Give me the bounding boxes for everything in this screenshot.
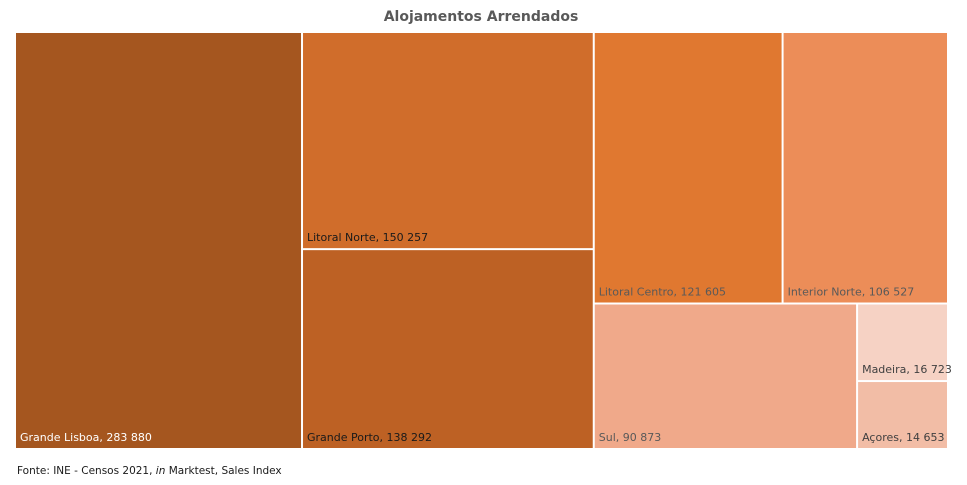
tile (303, 250, 593, 448)
tile-value: 106 527 (869, 286, 915, 299)
tile-label: Açores, 14 653 (862, 431, 944, 444)
tile-category: Açores (862, 431, 899, 444)
tile-value: 90 873 (623, 431, 662, 444)
tile-value: 121 605 (681, 286, 727, 299)
tile-separator: , (616, 431, 623, 444)
tile-value: 138 292 (387, 431, 433, 444)
tile-category: Grande Porto (307, 431, 380, 444)
tile-label: Madeira, 16 723 (862, 363, 952, 376)
tile (594, 33, 782, 303)
tile-label: Grande Lisboa, 283 880 (20, 431, 152, 444)
tile-separator: , (862, 286, 869, 299)
tile-value: 16 723 (913, 363, 952, 376)
tile (594, 304, 857, 448)
tile-separator: , (906, 363, 913, 376)
tile-label: Litoral Centro, 121 605 (599, 286, 726, 299)
tile-category: Litoral Centro (599, 286, 674, 299)
tile-value: 150 257 (383, 231, 429, 244)
tile-separator: , (99, 431, 106, 444)
tile-category: Madeira (862, 363, 906, 376)
tile-category: Litoral Norte (307, 231, 376, 244)
source: Fonte: INE - Censos 2021, in Marktest, S… (17, 465, 282, 477)
source-italic: in (156, 465, 166, 477)
tile-separator: , (674, 286, 681, 299)
tile (16, 33, 302, 448)
tile-label: Grande Porto, 138 292 (307, 431, 432, 444)
tile (858, 382, 947, 448)
tile-value: 14 653 (906, 431, 945, 444)
tile-value: 283 880 (106, 431, 152, 444)
tile-label: Sul, 90 873 (599, 431, 662, 444)
tile (858, 304, 947, 381)
source-suffix: Marktest, Sales Index (165, 465, 281, 477)
tile-category: Sul (599, 431, 616, 444)
source-prefix: Fonte: INE - Censos 2021, (17, 465, 156, 477)
tile-label: Interior Norte, 106 527 (788, 286, 915, 299)
tile-separator: , (380, 431, 387, 444)
tile-category: Interior Norte (788, 286, 862, 299)
tile (303, 33, 593, 249)
chart-title: Alojamentos Arrendados (384, 9, 579, 25)
tile-separator: , (376, 231, 383, 244)
tile-label: Litoral Norte, 150 257 (307, 231, 428, 244)
tile-separator: , (899, 431, 906, 444)
tile (783, 33, 947, 303)
tile-category: Grande Lisboa (20, 431, 99, 444)
